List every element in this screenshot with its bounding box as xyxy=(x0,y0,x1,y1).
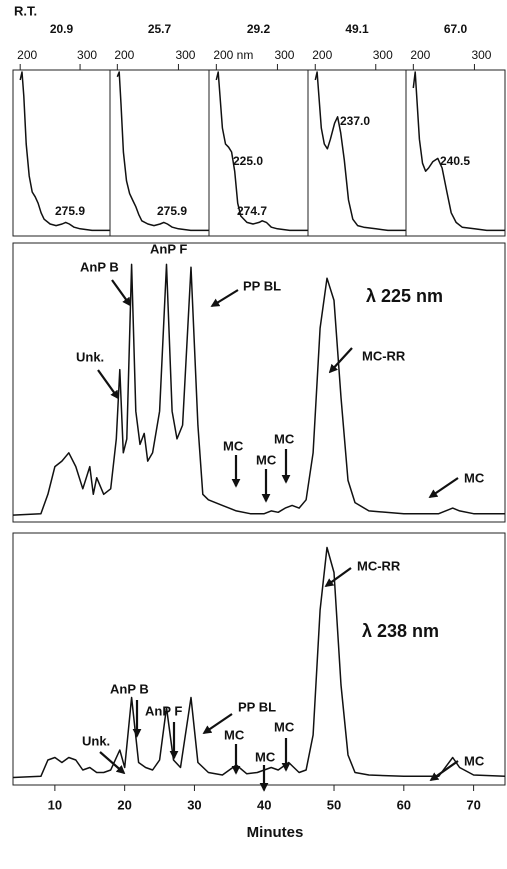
annotation: MC-RR xyxy=(362,348,406,363)
rt-header: R.T. xyxy=(14,3,37,18)
annotation-arrow xyxy=(328,347,353,374)
annotation: λ 238 nm xyxy=(362,621,439,641)
annotation: AnP F xyxy=(145,703,182,718)
annotation: MC xyxy=(464,753,485,768)
annotation: 225.0 xyxy=(233,154,263,168)
x-tick-label: 200 xyxy=(17,48,37,62)
plot-frame xyxy=(12,242,506,523)
annotation: 274.7 xyxy=(237,204,267,218)
annotation: 237.0 xyxy=(340,114,370,128)
retention-time: 20.9 xyxy=(50,22,74,36)
trace xyxy=(215,71,308,232)
retention-time: 25.7 xyxy=(148,22,172,36)
x-tick-label: 300 xyxy=(77,48,97,62)
annotation-arrow xyxy=(428,477,459,498)
annotation: λ 225 nm xyxy=(366,286,443,306)
x-tick-label: 70 xyxy=(466,797,480,812)
plot-frame xyxy=(12,532,506,786)
x-tick-label: 50 xyxy=(327,797,341,812)
trace xyxy=(12,546,506,779)
annotation: AnP F xyxy=(150,241,187,256)
annotation-arrow xyxy=(429,760,459,782)
x-tick-label: 300 xyxy=(274,48,294,62)
x-tick-label: 300 xyxy=(471,48,491,62)
annotation: 275.9 xyxy=(157,204,187,218)
annotation: MC xyxy=(464,470,485,485)
x-axis-label: Minutes xyxy=(247,824,304,841)
trace xyxy=(12,263,505,516)
annotation: MC-RR xyxy=(357,558,401,573)
x-tick-label: 200 xyxy=(410,48,430,62)
plot-frame xyxy=(307,69,407,237)
annotation-arrow xyxy=(202,713,233,734)
annotation: PP BL xyxy=(243,278,281,293)
x-tick-label: 40 xyxy=(257,797,271,812)
retention-time: 49.1 xyxy=(345,22,369,36)
x-tick-label: 300 xyxy=(175,48,195,62)
annotation: AnP B xyxy=(80,259,119,274)
x-tick-label: 300 xyxy=(373,48,393,62)
annotation: MC xyxy=(274,431,295,446)
x-tick-label: 200 xyxy=(312,48,332,62)
x-tick-label: 20 xyxy=(117,797,131,812)
x-tick-label: 30 xyxy=(187,797,201,812)
retention-time: 67.0 xyxy=(444,22,468,36)
plot-frame xyxy=(405,69,506,237)
x-tick-label: 10 xyxy=(48,797,62,812)
annotation: 275.9 xyxy=(55,204,85,218)
annotation: MC xyxy=(223,438,244,453)
annotation: Unk. xyxy=(76,349,104,364)
annotation: Unk. xyxy=(82,733,110,748)
trace xyxy=(19,71,110,232)
annotation: AnP B xyxy=(110,681,149,696)
x-tick-label: 60 xyxy=(397,797,411,812)
x-tick-label: 200 nm xyxy=(213,48,253,62)
annotation-arrow xyxy=(210,289,239,307)
annotation: PP BL xyxy=(238,699,276,714)
annotation: 240.5 xyxy=(440,154,470,168)
annotation-arrow xyxy=(99,751,126,775)
trace xyxy=(116,71,209,232)
trace xyxy=(412,71,505,232)
annotation: MC xyxy=(224,727,245,742)
annotation: MC xyxy=(256,452,277,467)
annotation-arrow xyxy=(111,279,132,307)
annotation: MC xyxy=(255,749,276,764)
annotation-arrow xyxy=(324,567,352,588)
annotation-arrow xyxy=(97,369,120,400)
x-tick-label: 200 xyxy=(114,48,134,62)
trace xyxy=(314,71,406,232)
retention-time: 29.2 xyxy=(247,22,271,36)
annotation: MC xyxy=(274,719,295,734)
